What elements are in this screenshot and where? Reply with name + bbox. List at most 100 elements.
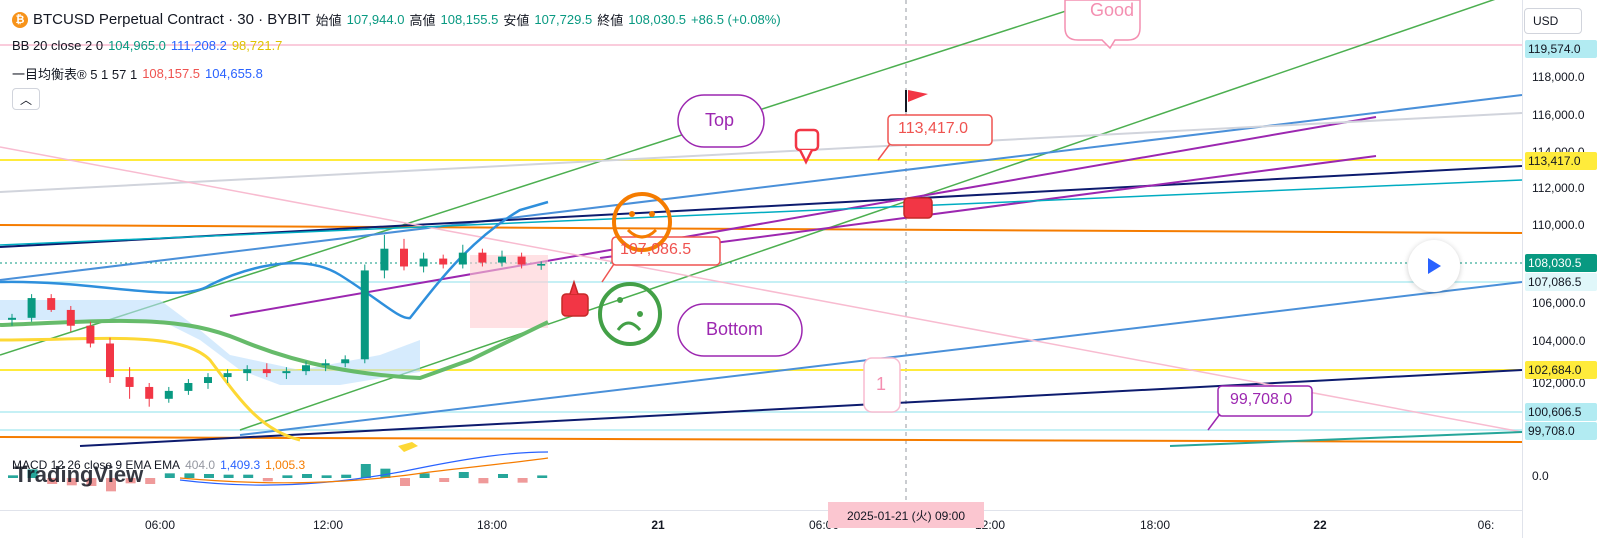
collapse-legend-button[interactable]: ︿ [12, 88, 40, 110]
candle-body [223, 373, 232, 378]
price-callout-113417[interactable] [887, 114, 993, 146]
scroll-to-realtime-button[interactable] [1408, 240, 1460, 292]
green-channel-top [0, 0, 1101, 356]
price-label-last: 108,030.5 [1525, 254, 1597, 272]
candle-body [458, 252, 467, 265]
candle-body [341, 359, 350, 364]
green-channel-bottom [239, 0, 1496, 431]
macd-histogram-bar [27, 469, 38, 478]
macd-histogram-bar [86, 478, 97, 486]
sad-face-icon[interactable] [598, 282, 662, 346]
flag-icon[interactable] [905, 90, 928, 112]
ichimoku-label: 一目均衡表® 5 1 57 1 [12, 67, 138, 82]
hand-right-icon[interactable] [903, 197, 933, 219]
low-value: 107,729.5 [534, 12, 593, 27]
good-bubble[interactable] [1064, 0, 1141, 50]
open-label: 始値 [315, 13, 342, 28]
candle-body [478, 252, 487, 263]
price-chart[interactable] [0, 0, 1522, 538]
top-label: Top [705, 110, 735, 130]
bottom-bubble[interactable] [677, 303, 803, 357]
macd-histogram-bar [439, 478, 450, 482]
bb-legend[interactable]: BB 20 close 2 0 104,965.0 111,208.2 98,7… [12, 38, 282, 53]
callout-pointer-113417 [877, 143, 891, 161]
candle-body [8, 317, 16, 320]
price-callout-99708[interactable] [1217, 385, 1313, 417]
play-icon [1428, 258, 1441, 274]
hand-up-icon[interactable] [561, 279, 589, 317]
bb-label: BB 20 close 2 0 [12, 38, 104, 53]
currency-selector[interactable]: USD [1524, 8, 1582, 34]
candle-body [184, 383, 193, 391]
ichimoku-cloud-blue [0, 300, 420, 385]
candle-body [47, 298, 56, 310]
chevron-up-icon: ︿ [19, 92, 32, 107]
marker-diamond [398, 442, 418, 452]
teal-bottom-trend [1169, 431, 1522, 447]
macd-histogram-bar [302, 474, 312, 478]
macd-line [179, 451, 549, 486]
price-tick: 104,000.0 [1532, 334, 1586, 348]
chart-area[interactable]: Good Top Bottom 1 113,417.0 107,086.5 99… [0, 0, 1522, 538]
open-value: 107,944.0 [346, 12, 405, 27]
close-label: 終値 [597, 13, 624, 28]
symbol-legend: ₿ BTCUSD Perpetual Contract · 30 · BYBIT… [12, 10, 781, 29]
time-tick: 22 [1313, 518, 1327, 532]
hand-down-icon[interactable] [794, 128, 820, 165]
candle-body [321, 363, 330, 366]
candle-body [86, 325, 95, 344]
macd-histogram-bar [360, 464, 371, 478]
price-tick: 112,000.0 [1532, 181, 1585, 195]
macd-histogram-bar [125, 478, 136, 484]
candle-body [66, 309, 75, 326]
green-moving-average [0, 318, 549, 381]
candle-body [27, 298, 36, 318]
grey-trend [0, 112, 1522, 193]
macd-histogram-bar [478, 478, 489, 484]
one-label: 1 [876, 374, 887, 394]
price-tick: 106,000.0 [1532, 296, 1586, 310]
price-tick: 116,000.0 [1532, 108, 1585, 122]
callout-label-113417: 113,417.0 [898, 120, 968, 137]
macd-histogram-bar [204, 474, 214, 478]
time-tick: 06: [1477, 518, 1495, 532]
macd-histogram-bar [419, 473, 430, 478]
smiley-face-icon[interactable] [612, 192, 672, 252]
candle-body [360, 270, 369, 360]
macd-histogram-bar [380, 468, 391, 478]
time-tick: 12:00 [312, 518, 344, 532]
one-bubble[interactable] [863, 357, 901, 413]
ichimoku-legend[interactable]: 一目均衡表® 5 1 57 1 108,157.5 104,655.8 [12, 64, 263, 83]
macd-histogram-bar [8, 475, 18, 478]
macd-line-value: 1,409.3 [220, 458, 261, 472]
macd-legend[interactable]: MACD 12 26 close 9 EMA EMA 404.0 1,409.3… [12, 458, 305, 472]
price-label-113417: 113,417.0 [1525, 152, 1597, 170]
candles-group [8, 234, 546, 407]
candle-body [243, 369, 252, 374]
good-label: Good [1090, 0, 1135, 20]
price-tick: 118,000.0 [1532, 70, 1585, 84]
macd-histogram-bar [537, 475, 548, 478]
price-label-102684: 102,684.0 [1525, 361, 1597, 379]
macd-histogram-bar [321, 475, 332, 478]
price-label-100606: 100,606.5 [1525, 403, 1597, 421]
macd-histogram-bar [243, 474, 254, 478]
price-label-119574: 119,574.0 [1525, 40, 1597, 58]
tradingview-watermark: TradingView [14, 462, 144, 487]
price-label-99708: 99,708.0 [1525, 422, 1597, 440]
high-value: 108,155.5 [440, 12, 499, 27]
yellow-moving-average [0, 336, 301, 442]
candle-body [400, 248, 408, 267]
purple-trend-b [599, 155, 1377, 259]
top-bubble[interactable] [677, 94, 765, 148]
symbol-title[interactable]: BTCUSD Perpetual Contract · 30 · BYBIT [33, 11, 311, 28]
candle-body [106, 343, 114, 378]
candle-body [419, 258, 428, 267]
price-tick: 110,000.0 [1532, 218, 1585, 232]
callout-pointer-107086 [601, 263, 615, 283]
low-label: 安値 [503, 13, 530, 28]
time-axis[interactable] [0, 510, 1522, 538]
bb-upper-value: 111,208.2 [170, 38, 227, 53]
high-label: 高値 [409, 13, 436, 28]
navy-trend-lower [79, 369, 1522, 447]
